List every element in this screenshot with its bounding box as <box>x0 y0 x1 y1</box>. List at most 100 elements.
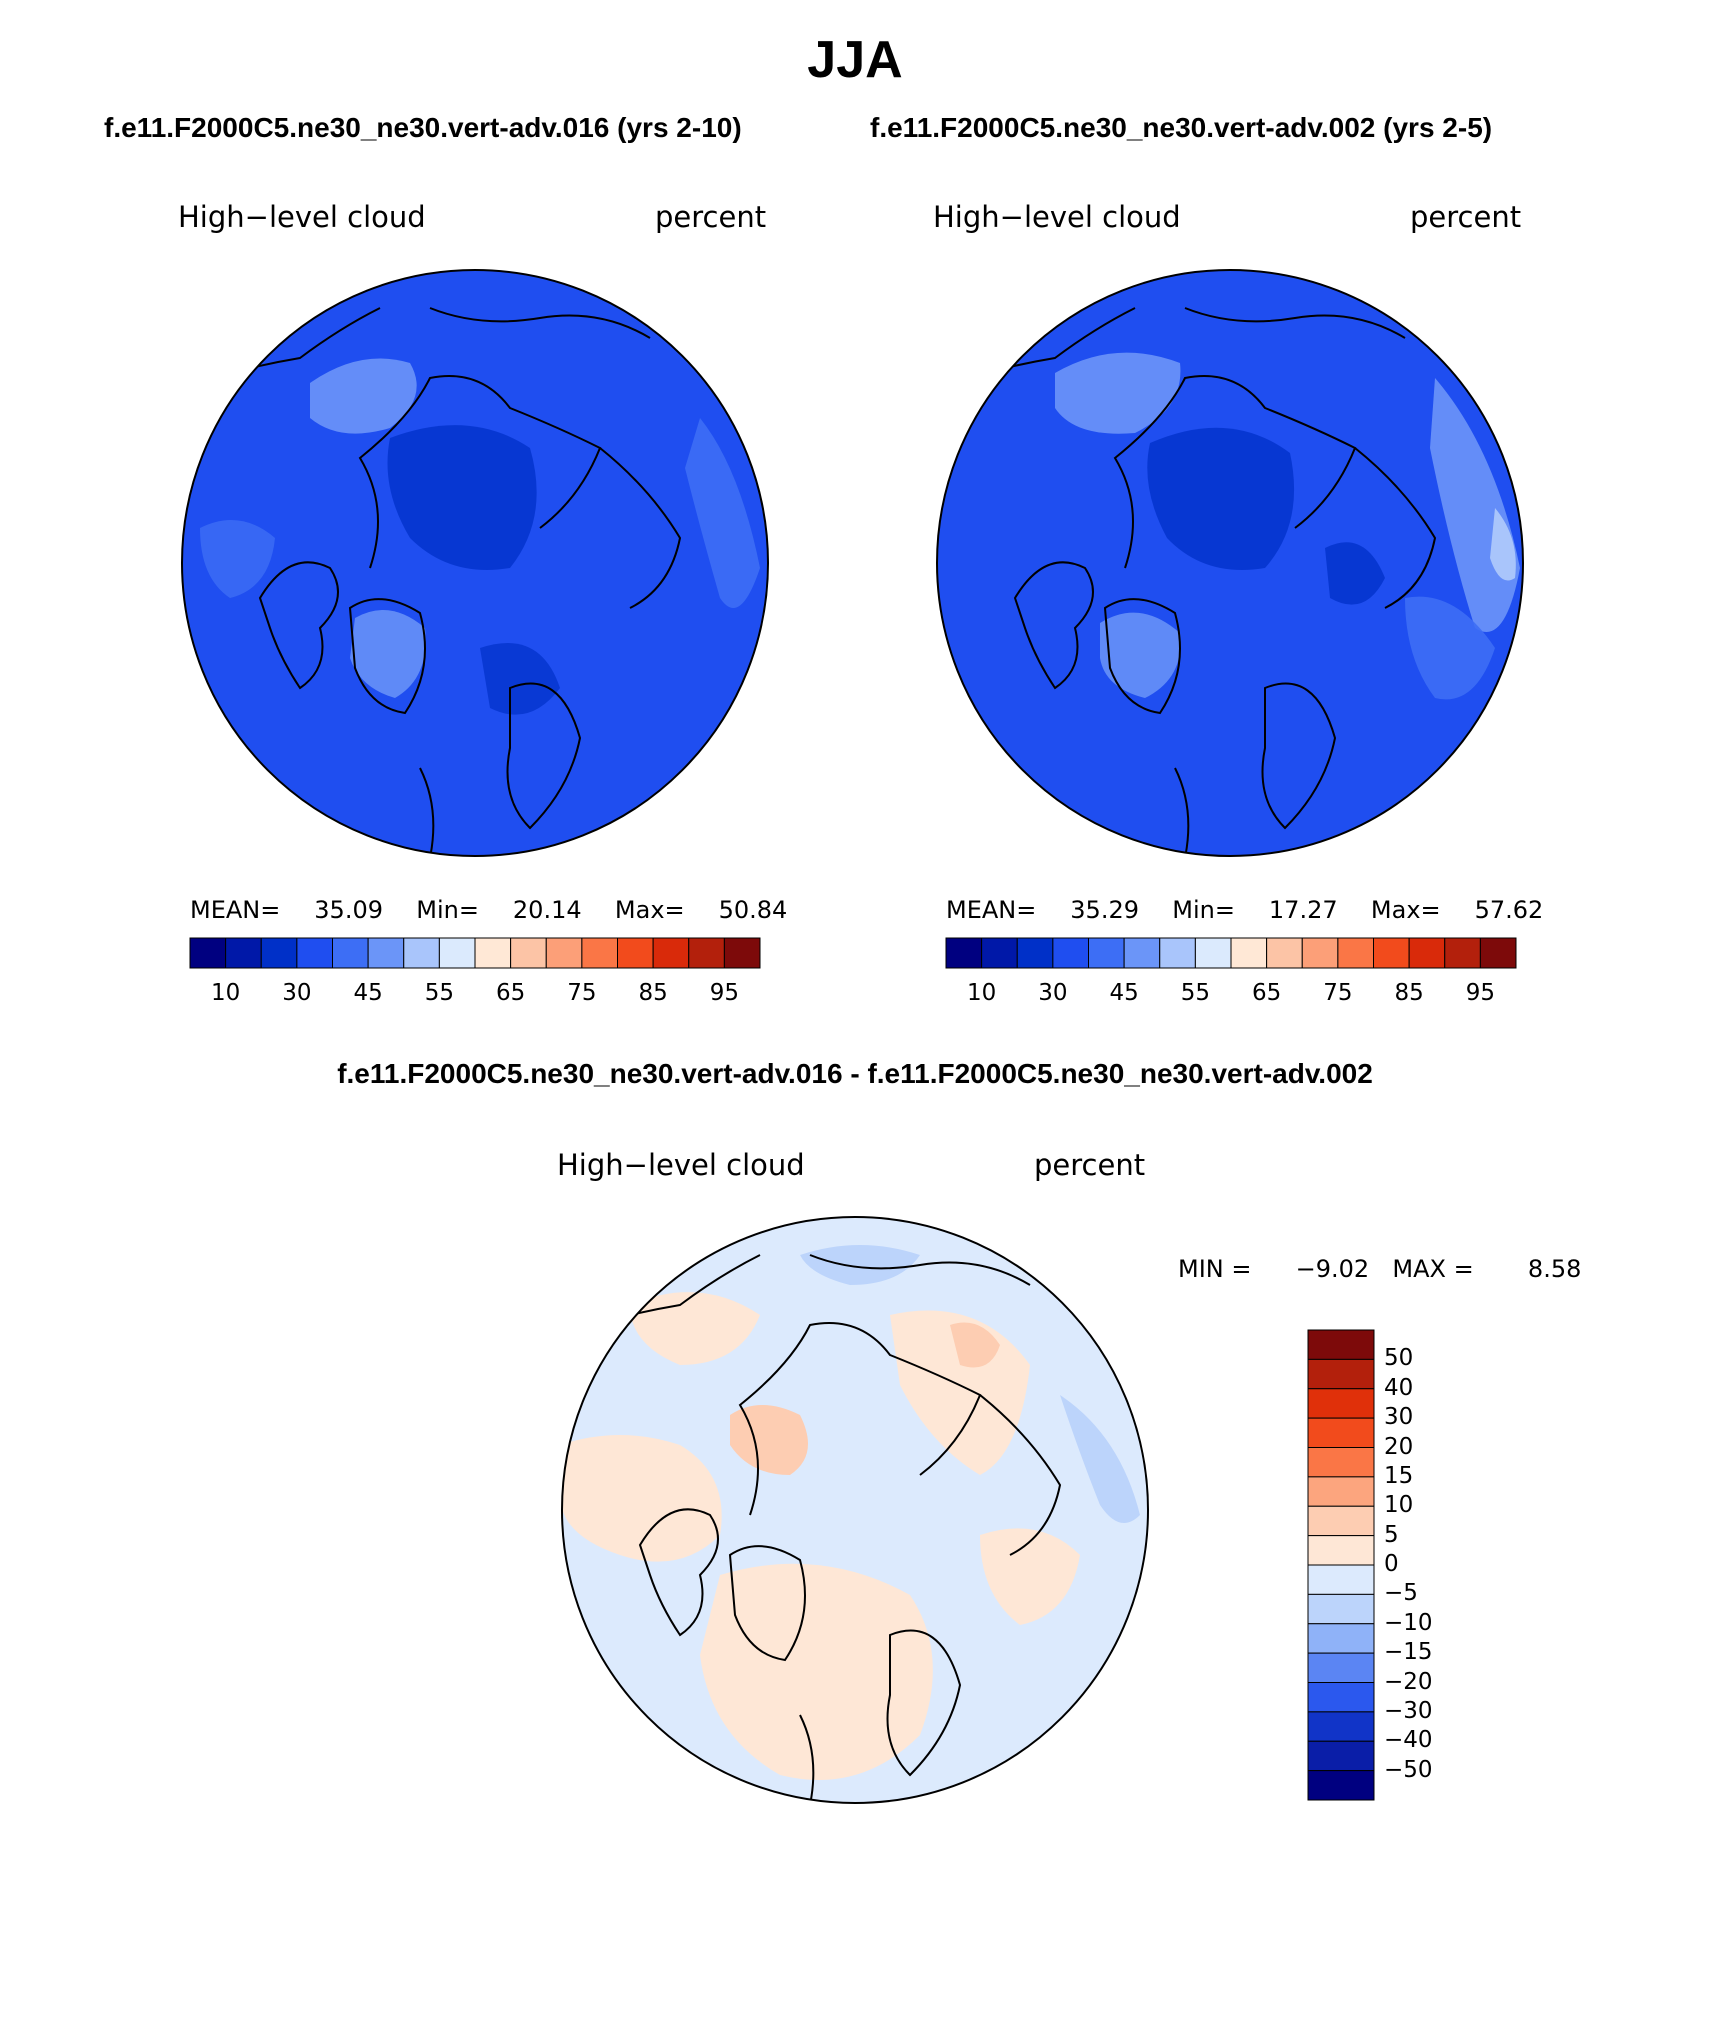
diff-colorbar-box <box>1307 1417 1375 1448</box>
right-colorbar-box <box>1123 937 1161 969</box>
left-colorbar-box <box>510 937 547 969</box>
right-contour-lighter-2 <box>1100 612 1181 698</box>
left-colorbar-box <box>581 937 618 969</box>
diff-coastline-5 <box>979 1394 1062 1556</box>
diff-colorbar-box <box>1307 1740 1375 1772</box>
diff-colorbar-box <box>1307 1711 1375 1742</box>
right-polar-map <box>936 269 1524 857</box>
diff-colorbar-box <box>1307 1329 1375 1360</box>
diff-minmax: MIN = −9.02 MAX = 8.58 <box>1178 1255 1581 1283</box>
right-colorbar-box <box>1479 937 1517 969</box>
left-coastline-1 <box>258 561 339 690</box>
diff-colorbar-tick-label: 20 <box>1384 1433 1414 1460</box>
left-colorbar-box <box>545 937 583 969</box>
left-colorbar-tick-label: 55 <box>424 980 455 1006</box>
diff-max-label: MAX = <box>1392 1255 1474 1283</box>
left-mean-value: 35.09 <box>314 896 383 924</box>
right-colorbar-box <box>1016 937 1054 969</box>
right-contour-darker-1 <box>1147 427 1295 570</box>
left-colorbar-tick-label: 95 <box>709 980 740 1006</box>
right-colorbar-box <box>1194 937 1232 969</box>
right-mean-value: 35.29 <box>1070 896 1139 924</box>
right-case-title: f.e11.F2000C5.ne30_ne30.vert-adv.002 (yr… <box>870 112 1493 143</box>
right-min-label: Min= <box>1172 896 1235 924</box>
left-max-label: Max= <box>614 896 685 924</box>
diff-colorbar-tick-label: 50 <box>1384 1345 1414 1372</box>
right-coastline-2 <box>1103 598 1181 715</box>
right-min-value: 17.27 <box>1268 896 1338 924</box>
diff-max-value: 8.58 <box>1527 1255 1582 1283</box>
left-coastline-8 <box>429 307 651 339</box>
left-colorbar-box <box>296 937 333 969</box>
diff-coastline-4 <box>738 1322 982 1516</box>
right-colorbar-box <box>981 937 1018 969</box>
diff-min-value: −9.02 <box>1295 1255 1370 1283</box>
left-max-value: 50.84 <box>718 896 788 924</box>
right-colorbar-tick-label: 85 <box>1394 980 1424 1006</box>
left-polar-map <box>181 269 769 857</box>
right-colorbar <box>945 937 1517 969</box>
right-variable-label: High−level cloud <box>933 200 1181 234</box>
left-contour-darker-2 <box>480 643 560 715</box>
left-coastline-5 <box>599 447 682 609</box>
diff-colorbar-box <box>1307 1770 1375 1801</box>
diff-positive-region-7 <box>950 1322 1000 1368</box>
left-contour-darker-1 <box>387 425 537 570</box>
diff-coastline-1 <box>638 1508 719 1637</box>
diff-colorbar-tick-label: −50 <box>1384 1756 1433 1783</box>
diff-colorbar-tick-label: −5 <box>1384 1580 1418 1607</box>
left-contour-lighter-3 <box>685 418 760 608</box>
right-coastline-3 <box>1261 682 1337 830</box>
left-contour-lighter-4 <box>200 520 275 598</box>
diff-coastline-3 <box>886 1629 962 1777</box>
right-contour-darker-2 <box>1325 542 1385 605</box>
right-contour-lighter-1 <box>1055 352 1181 434</box>
diff-colorbar-box <box>1307 1388 1375 1419</box>
diff-colorbar-box <box>1307 1623 1375 1654</box>
left-colorbar-tick-label: 45 <box>353 980 383 1006</box>
left-case-title: f.e11.F2000C5.ne30_ne30.vert-adv.016 (yr… <box>104 112 742 143</box>
diff-min-label: MIN = <box>1178 1255 1252 1283</box>
right-colorbar-tick-label: 45 <box>1109 980 1139 1006</box>
right-coastline-4 <box>1113 375 1357 569</box>
right-contour-lighter-4 <box>1490 508 1516 581</box>
diff-colorbar-tick-label: 0 <box>1384 1551 1399 1577</box>
diff-positive-region-5 <box>980 1528 1080 1625</box>
left-colorbar-tick-label: 30 <box>282 980 312 1006</box>
right-coastline-5 <box>1354 447 1437 609</box>
right-colorbar-box <box>1337 937 1374 969</box>
right-colorbar-tick-label: 65 <box>1251 980 1282 1006</box>
left-colorbar-box <box>438 937 476 969</box>
diff-colorbar-tick-label: 15 <box>1384 1462 1414 1489</box>
left-min-value: 20.14 <box>512 896 582 924</box>
left-stats: MEAN= 35.09 Min= 20.14 Max= 50.84 <box>190 896 787 924</box>
diff-coastline-8 <box>809 1254 1031 1286</box>
left-colorbar-box <box>723 937 761 969</box>
left-colorbar-box <box>260 937 298 969</box>
left-colorbar-box <box>617 937 654 969</box>
diff-colorbar-box <box>1307 1476 1375 1507</box>
diff-positive-region-4 <box>700 1563 933 1780</box>
left-colorbar <box>189 937 761 969</box>
diff-coastline-2 <box>728 1545 806 1662</box>
right-colorbar-box <box>1266 937 1303 969</box>
left-colorbar-box <box>403 937 440 969</box>
left-colorbar-box <box>688 937 725 969</box>
left-mean-label: MEAN= <box>190 896 281 924</box>
left-colorbar-tick-label: 85 <box>638 980 668 1006</box>
diff-colorbar-box <box>1307 1358 1375 1390</box>
right-stats: MEAN= 35.29 Min= 17.27 Max= 57.62 <box>946 896 1543 924</box>
diff-positive-region-1 <box>562 1435 722 1562</box>
diff-coastline-7 <box>799 1714 815 1803</box>
difference-colorbar <box>1307 1329 1375 1801</box>
right-units-label: percent <box>1410 200 1522 234</box>
diff-colorbar-tick-label: 10 <box>1384 1492 1414 1519</box>
right-colorbar-tick-label: 10 <box>966 980 997 1006</box>
diff-colorbar-box <box>1307 1447 1375 1478</box>
diff-colorbar-tick-label: −10 <box>1384 1609 1433 1636</box>
diff-colorbar-tick-label: −30 <box>1384 1697 1433 1724</box>
right-coastline-8 <box>1184 307 1406 339</box>
left-variable-label: High−level cloud <box>178 200 426 234</box>
diff-colorbar-tick-label: −15 <box>1384 1639 1433 1666</box>
diff-colorbar-box <box>1307 1535 1375 1566</box>
